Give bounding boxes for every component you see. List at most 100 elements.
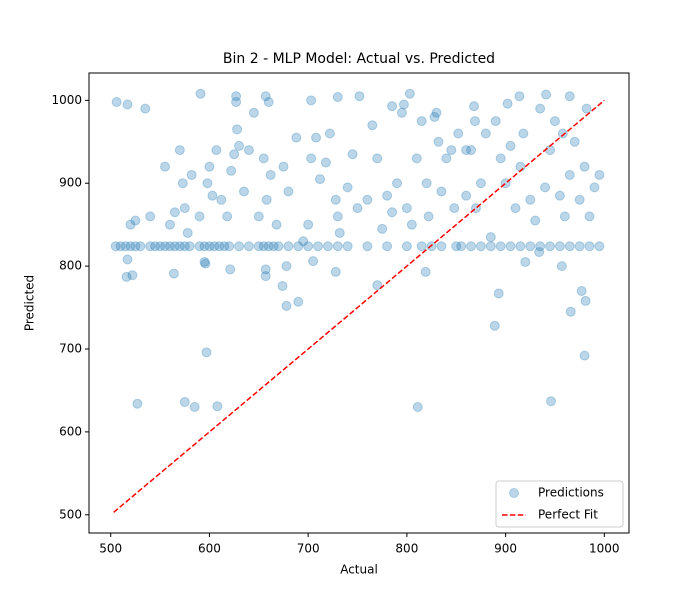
point <box>372 153 383 164</box>
y-axis-label: Predicted <box>23 275 37 331</box>
point <box>200 258 211 269</box>
point <box>569 136 580 147</box>
point <box>313 241 324 252</box>
point <box>396 107 407 118</box>
point <box>182 227 193 238</box>
point <box>580 295 591 306</box>
point <box>224 241 235 252</box>
point <box>212 401 223 412</box>
point <box>155 241 166 252</box>
x-tick-label: 500 <box>99 542 122 556</box>
point <box>469 101 480 112</box>
point <box>184 241 195 252</box>
point <box>589 182 600 193</box>
point <box>446 145 457 156</box>
point <box>204 161 215 172</box>
point <box>199 241 210 252</box>
x-tick-label: 700 <box>297 542 320 556</box>
point <box>130 241 141 252</box>
point <box>122 254 133 265</box>
point <box>412 402 423 413</box>
point <box>202 178 213 189</box>
point <box>382 241 393 252</box>
point <box>495 241 506 252</box>
point <box>306 95 317 106</box>
point <box>261 194 272 205</box>
point <box>525 194 536 205</box>
point <box>530 215 541 226</box>
point <box>324 128 335 139</box>
point <box>406 219 417 230</box>
point <box>283 241 294 252</box>
point <box>174 145 185 156</box>
point <box>342 182 353 193</box>
x-tick-label: 1000 <box>589 542 620 556</box>
point <box>201 347 212 358</box>
point <box>581 103 592 114</box>
point <box>594 241 605 252</box>
point <box>554 190 565 201</box>
point <box>505 140 516 151</box>
point <box>194 211 205 222</box>
point <box>263 97 274 108</box>
point <box>420 266 431 277</box>
point <box>121 271 132 282</box>
point <box>234 140 245 151</box>
point <box>594 169 605 180</box>
point <box>362 241 373 252</box>
point <box>160 161 171 172</box>
point <box>291 132 302 143</box>
point <box>377 223 388 234</box>
legend-label: Perfect Fit <box>538 508 598 522</box>
point <box>281 300 292 311</box>
point <box>265 169 276 180</box>
point <box>534 247 545 258</box>
point <box>429 111 440 122</box>
point <box>475 241 486 252</box>
point <box>579 350 590 361</box>
point <box>258 153 269 164</box>
point <box>281 261 292 272</box>
y-tick-label: 800 <box>59 259 82 273</box>
point <box>416 241 427 252</box>
point <box>253 241 264 252</box>
point <box>243 145 254 156</box>
point <box>556 261 567 272</box>
point <box>441 153 452 164</box>
x-axis-label: Actual <box>340 563 378 577</box>
point <box>260 264 271 275</box>
point <box>189 402 200 413</box>
point <box>311 132 322 143</box>
x-tick-label: 600 <box>198 542 221 556</box>
point <box>271 219 282 230</box>
point <box>260 91 271 102</box>
point <box>461 145 472 156</box>
point <box>404 88 415 99</box>
point <box>401 241 412 252</box>
y-tick-label: 700 <box>59 342 82 356</box>
point <box>584 241 595 252</box>
point <box>398 99 409 110</box>
point <box>248 107 259 118</box>
point <box>564 91 575 102</box>
point <box>263 241 274 252</box>
point <box>258 241 269 252</box>
point <box>209 241 220 252</box>
point <box>490 116 501 127</box>
point <box>436 241 447 252</box>
point <box>110 241 121 252</box>
point <box>207 190 218 201</box>
point <box>565 306 576 317</box>
point <box>421 178 432 189</box>
line <box>113 99 605 513</box>
point <box>211 145 222 156</box>
plot-frame <box>88 72 630 534</box>
point <box>322 241 333 252</box>
point <box>520 256 531 267</box>
point <box>362 194 373 205</box>
point <box>260 271 271 282</box>
point <box>475 178 486 189</box>
point <box>177 178 188 189</box>
point <box>164 241 175 252</box>
point <box>222 211 233 222</box>
